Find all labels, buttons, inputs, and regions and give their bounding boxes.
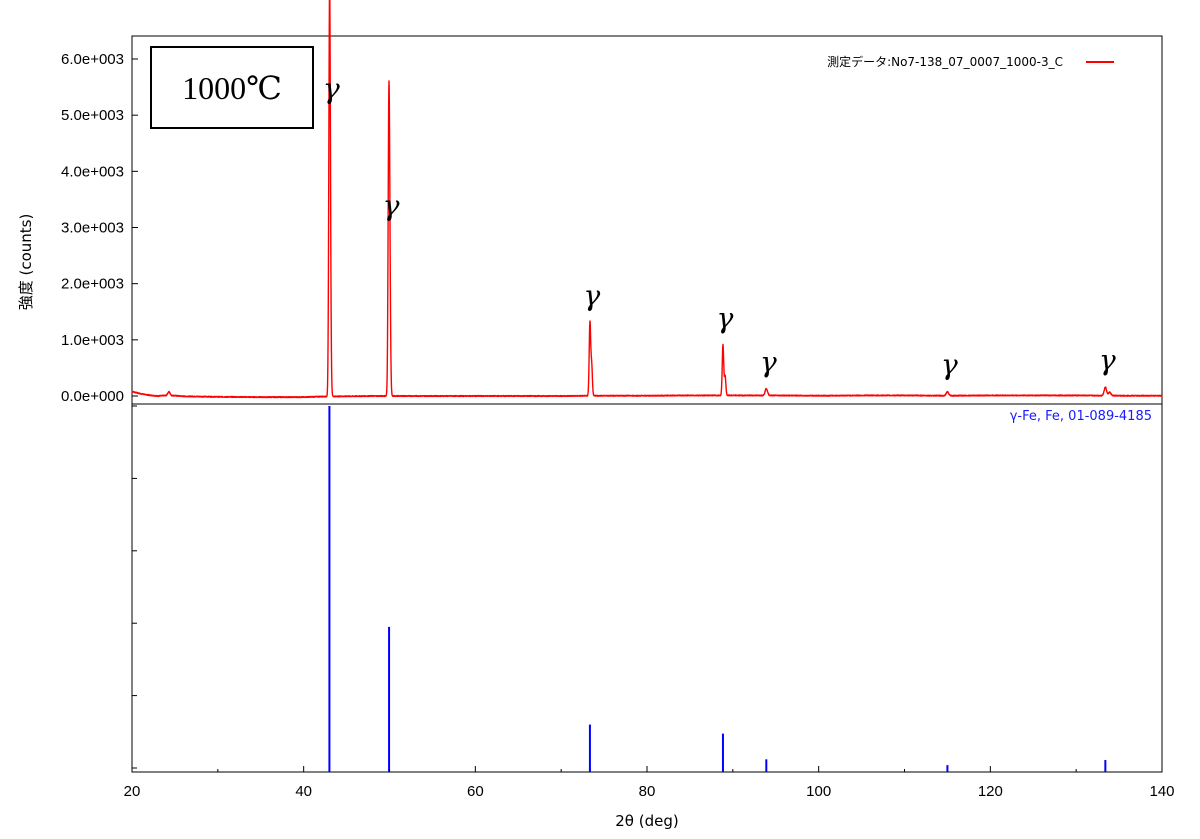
y-tick-label: 5.0e+003	[61, 107, 124, 124]
y-tick-label: 6.0e+003	[61, 51, 124, 68]
gamma-annotation: γ	[383, 189, 400, 222]
x-tick-label: 120	[978, 783, 1003, 800]
reference-axis-ticks	[132, 405, 137, 769]
temperature-label: 1000℃	[182, 70, 282, 106]
y-tick-label: 4.0e+003	[61, 163, 124, 180]
y-axis: 0.0e+000 1.0e+003 2.0e+003 3.0e+003 4.0e+003…	[61, 51, 138, 405]
measured-data-line	[131, 0, 1163, 399]
x-axis-title: 2θ (deg)	[615, 812, 678, 830]
reference-label: γ-Fe, Fe, 01-089-4185	[1010, 409, 1152, 424]
y-tick-label: 2.0e+003	[61, 276, 124, 293]
gamma-annotation: γ	[717, 301, 734, 334]
temperature-box: 1000℃	[150, 46, 314, 129]
x-tick-label: 40	[295, 783, 312, 800]
gamma-annotation: γ	[1099, 344, 1116, 377]
temperature-box-frame	[150, 46, 314, 129]
legend-label: 測定データ:No7-138_07_0007_1000-3_C	[827, 54, 1063, 69]
reference-pattern	[328, 406, 1107, 772]
x-tick-label: 100	[806, 783, 831, 800]
y-tick-label: 0.0e+000	[61, 388, 124, 405]
gamma-annotation: γ	[941, 348, 958, 381]
x-tick-label: 60	[467, 783, 484, 800]
gamma-annotation: γ	[584, 279, 601, 312]
x-axis: 20 40 60 80 100 120 140	[124, 766, 1175, 800]
y-axis-title: 強度 (counts)	[17, 214, 35, 311]
gamma-annotation: γ	[323, 72, 340, 105]
y-tick-label: 3.0e+003	[61, 220, 124, 237]
gamma-annotation: γ	[760, 345, 777, 378]
legend: 測定データ:No7-138_07_0007_1000-3_C	[827, 54, 1114, 69]
x-tick-label: 140	[1149, 783, 1174, 800]
x-tick-label: 80	[639, 783, 656, 800]
y-tick-label: 1.0e+003	[61, 332, 124, 349]
x-tick-label: 20	[124, 783, 141, 800]
